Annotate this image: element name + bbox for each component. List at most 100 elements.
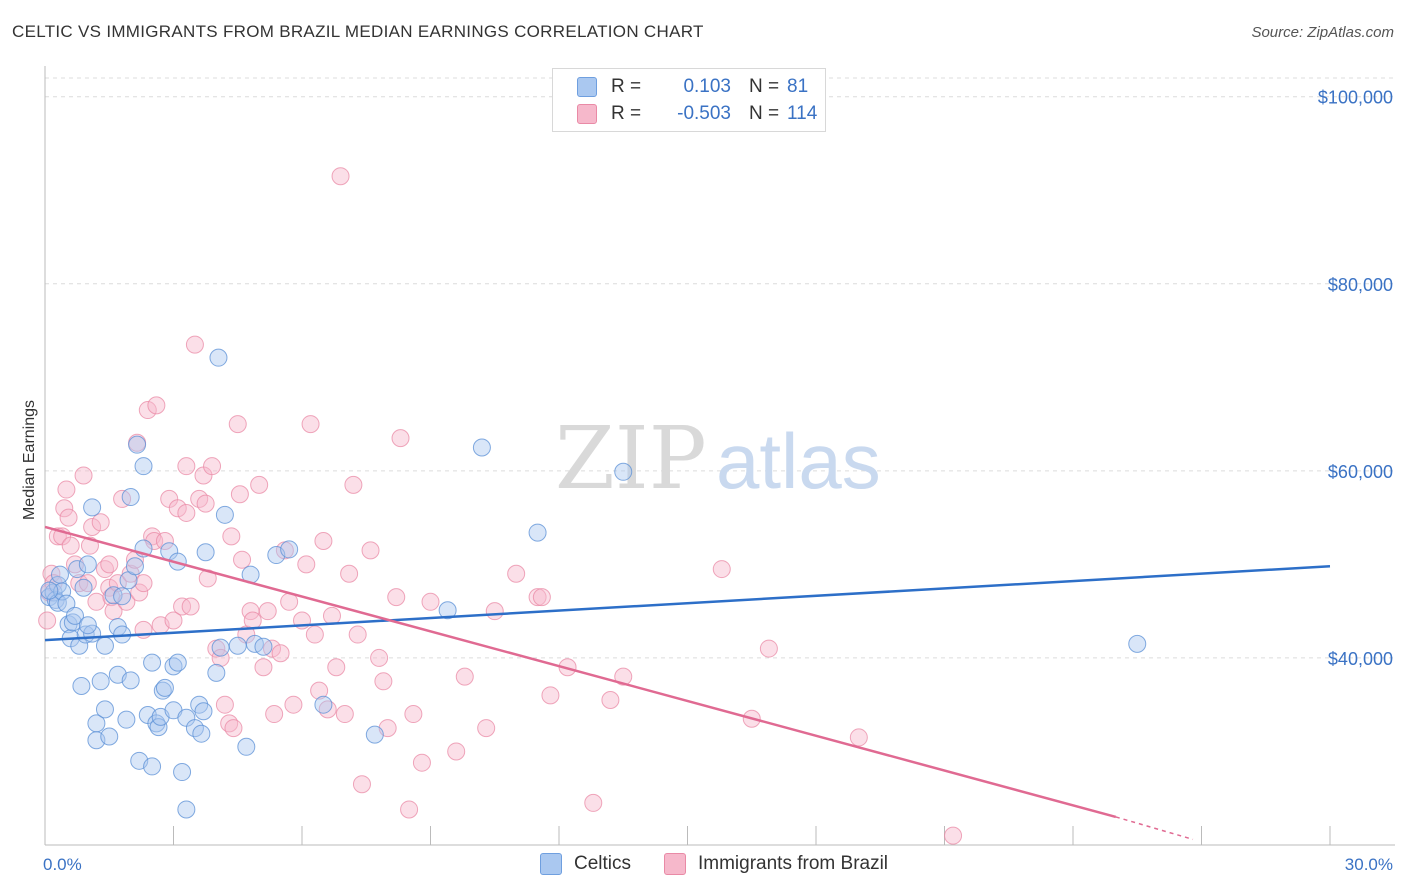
x-tick-label-min: 0.0%	[43, 855, 82, 874]
brazil-point	[370, 648, 389, 667]
celtics-point	[365, 725, 384, 744]
brazil-point	[340, 564, 359, 583]
celtics-point	[254, 637, 273, 656]
legend-row-celtics: R = 0.103 N = 81	[577, 75, 808, 99]
celtics-point	[78, 555, 97, 574]
brazil-point	[849, 728, 868, 747]
celtics-point	[95, 700, 114, 719]
brazil-point	[352, 775, 371, 794]
brazil-point	[361, 541, 380, 560]
brazil-point	[100, 555, 119, 574]
legend-r-label: R =	[611, 103, 642, 124]
series-brazil-points	[38, 167, 963, 845]
celtics-point	[153, 681, 172, 700]
brazil-trend-line	[44, 525, 1117, 819]
brazil-point	[243, 611, 262, 630]
y-tick-label: $100,000	[1318, 88, 1393, 108]
brazil-point	[222, 527, 241, 546]
bottom-legend-label-brazil: Immigrants from Brazil	[698, 853, 889, 874]
watermark: ZIP atlas	[555, 409, 881, 509]
celtics-trend-line	[44, 565, 1331, 642]
tick-labels: $40,000 $60,000 $80,000 $100,000 0.0% 30.0%	[43, 88, 1393, 874]
brazil-point	[374, 672, 393, 691]
celtics-point	[314, 695, 333, 714]
brazil-point	[759, 639, 778, 658]
brazil-point	[59, 508, 78, 527]
brazil-point	[387, 588, 406, 607]
brazil-point	[155, 532, 174, 551]
brazil-point	[203, 457, 222, 476]
brazil-point	[57, 480, 76, 499]
brazil-point	[344, 475, 363, 494]
x-tick-label-max: 30.0%	[1345, 855, 1393, 874]
legend-n-label: N =	[749, 103, 780, 124]
brazil-point	[284, 695, 303, 714]
bottom-legend-brazil: Immigrants from Brazil	[664, 851, 888, 877]
brazil-point	[224, 719, 243, 738]
brazil-point	[258, 602, 277, 621]
brazil-point	[181, 597, 200, 616]
celtics-point	[74, 578, 93, 597]
celtics-point	[143, 757, 162, 776]
brazil-point	[250, 475, 269, 494]
chart-title: CELTIC VS IMMIGRANTS FROM BRAZIL MEDIAN …	[12, 22, 704, 41]
celtics-point	[177, 800, 196, 819]
brazil-point	[485, 602, 504, 621]
celtics-point	[125, 557, 144, 576]
celtics-point	[237, 737, 256, 756]
brazil-point	[233, 550, 252, 569]
brazil-point	[271, 644, 290, 663]
brazil-point	[455, 667, 474, 686]
brazil-point	[138, 401, 157, 420]
y-tick-label: $60,000	[1328, 462, 1393, 482]
watermark-atlas: atlas	[716, 417, 881, 505]
celtics-point	[528, 523, 547, 542]
celtics-point	[211, 638, 230, 657]
celtics-point	[113, 587, 132, 606]
brazil-point	[391, 429, 410, 448]
brazil-point	[215, 695, 234, 714]
brazil-point	[421, 592, 440, 611]
celtics-point	[143, 653, 162, 672]
celtics-point	[215, 505, 234, 524]
brazil-point	[185, 335, 204, 354]
brazil-point	[265, 705, 284, 724]
celtics-point	[121, 671, 140, 690]
brazil-point	[130, 583, 149, 602]
brazil-point	[541, 686, 560, 705]
y-axis-label: Median Earnings	[21, 400, 38, 520]
brazil-point	[91, 513, 110, 532]
celtics-point	[78, 616, 97, 635]
legend-n-label: N =	[749, 76, 780, 97]
brazil-point	[584, 793, 603, 812]
celtics-point	[155, 678, 174, 697]
brazil-trend-line-extension	[1115, 816, 1194, 841]
celtics-point	[1128, 634, 1147, 653]
brazil-point	[412, 753, 431, 772]
brazil-point	[196, 494, 215, 513]
brazil-point	[164, 611, 183, 630]
celtics-point	[614, 462, 633, 481]
brazil-point	[944, 826, 963, 845]
brazil-point	[145, 532, 164, 551]
celtics-point	[472, 438, 491, 457]
brazil-point	[297, 555, 316, 574]
brazil-point	[327, 658, 346, 677]
brazil-point	[335, 705, 354, 724]
celtics-point	[280, 540, 299, 559]
celtics-point	[207, 663, 226, 682]
stats-legend: R = 0.103 N = 81 R = -0.503 N = 114	[552, 68, 826, 132]
series-celtics-points	[40, 348, 1147, 819]
brazil-point	[305, 625, 324, 644]
legend-r-label: R =	[611, 76, 642, 97]
brazil-point	[168, 499, 187, 518]
celtics-point	[134, 457, 153, 476]
legend-r-value: 0.103	[683, 76, 731, 97]
celtics-point	[196, 543, 215, 562]
brazil-point	[528, 588, 547, 607]
celtics-point	[95, 636, 114, 655]
brazil-point	[230, 485, 249, 504]
bottom-legend-swatch-brazil	[664, 853, 686, 875]
brazil-point	[190, 489, 209, 508]
